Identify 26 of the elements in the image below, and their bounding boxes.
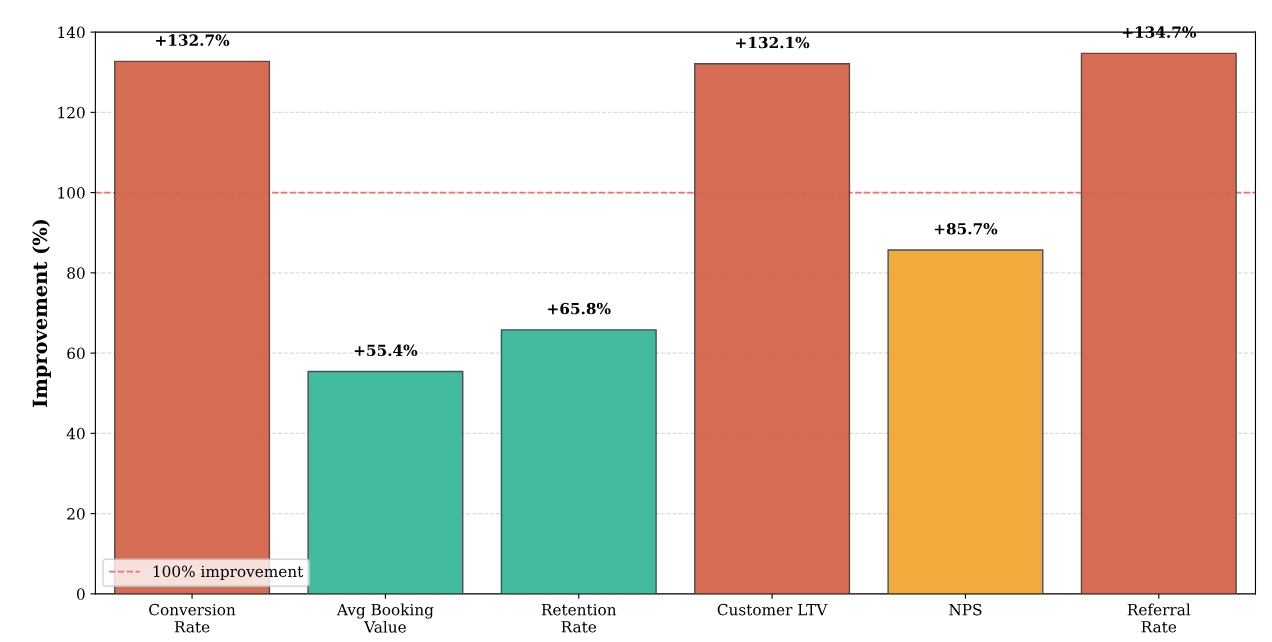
y-axis-title: Improvement (%) (32, 219, 51, 407)
bar (694, 63, 851, 594)
y-tick-label: 140 (58, 26, 85, 39)
x-tick-label: Conversion Rate (149, 603, 236, 633)
x-tick-label: Avg Booking Value (336, 603, 434, 633)
y-tick-label: 0 (76, 588, 85, 600)
bar (1080, 52, 1237, 594)
legend-label: 100% improvement (153, 565, 304, 581)
data-label: +85.7% (934, 222, 998, 235)
data-label: +55.4% (354, 344, 418, 357)
data-label: +132.1% (736, 36, 810, 49)
x-tick-label: Retention Rate (541, 603, 617, 633)
y-tick-label: 100 (58, 187, 85, 199)
y-tick-label: 40 (66, 427, 85, 440)
y-tick-label: 80 (67, 267, 85, 279)
x-tick-label: NPS (949, 603, 982, 616)
x-tick-label: Referral Rate (1127, 603, 1191, 633)
bar (887, 249, 1044, 594)
data-label: +132.7% (156, 34, 230, 46)
data-label: +65.8% (548, 302, 611, 315)
bar (307, 370, 464, 594)
bar (500, 329, 657, 594)
y-tick-label: 120 (58, 106, 85, 119)
y-tick-label: 60 (67, 347, 85, 360)
y-tick-label: 20 (67, 508, 85, 520)
x-tick-label: Customer LTV (717, 603, 828, 616)
